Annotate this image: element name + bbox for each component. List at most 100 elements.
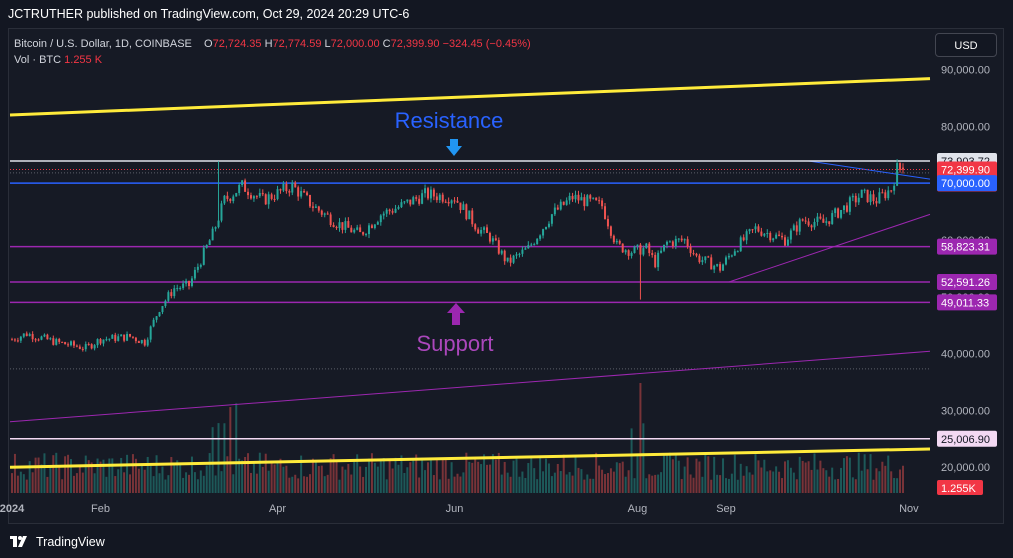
candle-body — [857, 197, 860, 203]
volume-bar — [129, 474, 132, 493]
volume-bar — [49, 466, 52, 493]
volume-bar — [326, 474, 329, 493]
volume-bar — [255, 473, 258, 493]
volume-bar — [636, 455, 639, 493]
candle-body — [854, 195, 857, 203]
time-tick-label: 2024 — [0, 503, 25, 515]
candle-body — [179, 287, 182, 289]
volume-bar — [176, 460, 179, 493]
candle-body — [595, 197, 598, 201]
volume-bar — [857, 452, 860, 493]
volume-bar — [521, 471, 524, 493]
candle-body — [90, 344, 93, 349]
candle-body — [332, 224, 335, 228]
long-support-trendline — [9, 350, 931, 423]
volume-bar — [276, 460, 279, 493]
candle-body — [524, 248, 527, 250]
volume-bar — [509, 476, 512, 493]
volume-bar — [854, 479, 857, 493]
volume-bar — [167, 475, 170, 493]
volume-bar — [376, 466, 379, 493]
volume-bar — [108, 458, 111, 493]
candle-body — [432, 189, 435, 197]
volume-bar — [845, 456, 848, 493]
volume-bar — [123, 472, 126, 493]
candle-body — [167, 292, 170, 301]
trendlines — [9, 77, 931, 469]
candle-body — [772, 238, 775, 241]
candle-body — [612, 235, 615, 243]
volume-bar — [545, 458, 548, 493]
candle-body — [872, 194, 875, 202]
candle-body — [810, 225, 813, 228]
candle-body — [695, 253, 698, 256]
volume-bar — [657, 474, 660, 493]
candle-body — [547, 223, 550, 227]
candle-body — [553, 207, 556, 215]
volume-bar — [306, 476, 309, 493]
candle-body — [781, 235, 784, 238]
volume-bar — [716, 474, 719, 493]
candle-body — [739, 237, 742, 252]
volume-bar — [518, 476, 521, 493]
volume-bar — [173, 463, 176, 493]
volume-bar — [556, 463, 559, 493]
volume-bar — [311, 458, 314, 493]
candle-body — [131, 336, 134, 338]
candle-body — [367, 225, 370, 235]
volume-bar — [34, 457, 37, 493]
candle-body — [887, 190, 890, 199]
volume-bar — [347, 463, 350, 493]
symbol-name[interactable]: Bitcoin / U.S. Dollar, 1D, COINBASE — [14, 38, 192, 50]
volume-bar — [84, 455, 87, 493]
upper-channel-line — [9, 77, 931, 117]
volume-bar — [394, 457, 397, 493]
candle-body — [344, 221, 347, 230]
volume-bar — [804, 462, 807, 493]
candle-body — [40, 336, 43, 340]
volume-bar — [668, 452, 671, 493]
candle-body — [111, 334, 114, 339]
candle-body — [152, 319, 155, 327]
candle-body — [19, 336, 22, 341]
candle-body — [270, 194, 273, 199]
volume-value: 1.255 K — [64, 54, 103, 66]
price-tag-blue-level — [937, 175, 997, 192]
tradingview-logo[interactable]: TradingView — [10, 535, 105, 549]
volume-bar — [382, 457, 385, 493]
candle-body — [359, 227, 362, 233]
volume-bar — [583, 479, 586, 493]
candle-body — [792, 225, 795, 231]
volume-bar — [211, 427, 214, 493]
candle-body — [539, 235, 542, 239]
volume-bar — [462, 472, 465, 493]
volume-bar — [223, 423, 226, 493]
volume-bar — [648, 474, 651, 493]
open-value: 72,724.35 — [212, 38, 262, 50]
chart-frame[interactable] — [8, 28, 1004, 524]
volume-bar — [429, 459, 432, 493]
candle-body — [701, 260, 704, 263]
volume-bar — [494, 459, 497, 493]
time-tick-label: Jun — [446, 503, 464, 515]
candle-body — [149, 326, 152, 340]
close-label: C — [382, 38, 391, 50]
volume-bar — [893, 477, 896, 493]
candle-body — [276, 189, 279, 200]
candle-body — [465, 204, 468, 220]
volume-bar — [350, 474, 353, 493]
candle-body — [418, 198, 421, 204]
volume-bar — [863, 454, 866, 493]
volume-bar — [317, 466, 320, 493]
candle-body — [530, 244, 533, 246]
volume-bar — [722, 458, 725, 493]
volume-bar — [550, 476, 553, 493]
volume-bar — [424, 470, 427, 493]
candle-body — [70, 341, 73, 346]
volume-bar — [300, 455, 303, 493]
currency-button[interactable]: USD — [935, 33, 997, 57]
volume-bar — [232, 474, 235, 493]
publisher-line: JCTRUTHER published on TradingView.com, … — [8, 7, 410, 21]
volume-bar — [565, 474, 568, 493]
